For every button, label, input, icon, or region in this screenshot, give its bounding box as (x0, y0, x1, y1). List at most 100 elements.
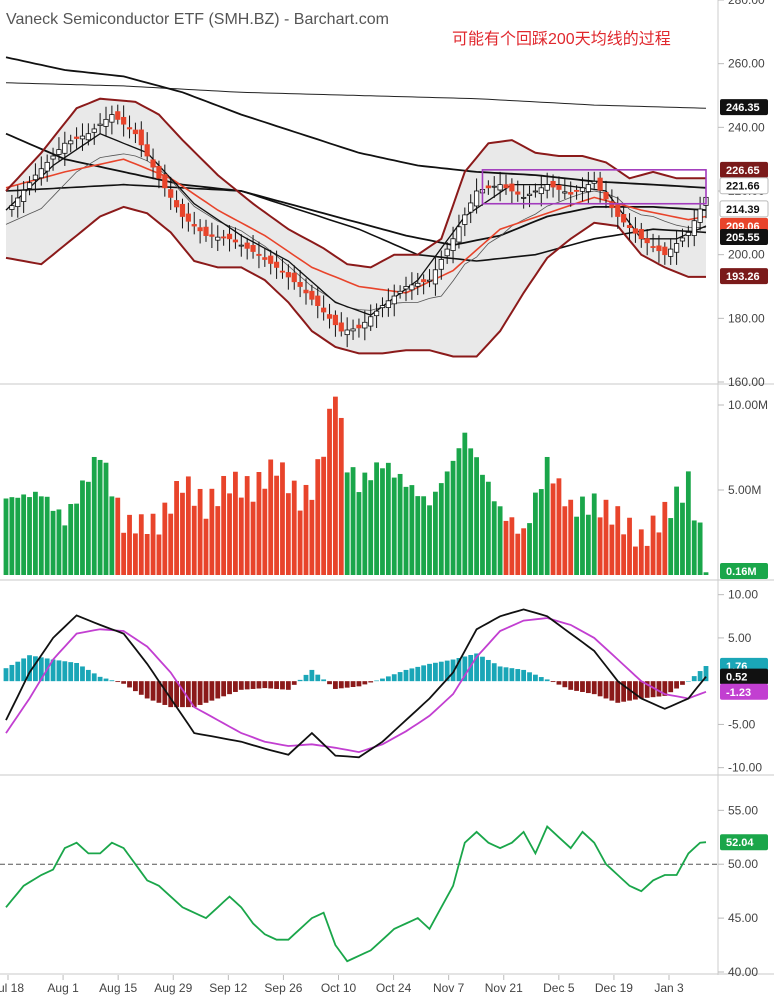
macd-histogram-bar (109, 680, 115, 682)
macd-histogram-bar (638, 681, 644, 699)
volume-bar (362, 472, 368, 575)
volume-bar (262, 488, 268, 575)
candle-body (244, 242, 250, 249)
macd-histogram-bar (521, 669, 527, 682)
volume-bar (227, 493, 232, 575)
volume-bar (591, 493, 597, 575)
bollinger-upper-line (5, 97, 706, 269)
macd-histogram-bar (191, 681, 197, 708)
volume-bar (221, 475, 227, 575)
volume-bar (562, 506, 568, 575)
x-tick-label: Aug 15 (99, 981, 137, 995)
candle-body (544, 184, 550, 191)
volume-bar (180, 492, 185, 575)
volume-bar (133, 533, 138, 575)
price-tag-6-bg (720, 268, 768, 285)
volume-bar (209, 488, 215, 575)
volume-bar (697, 522, 703, 575)
candle-body (403, 286, 409, 290)
macd-histogram-bar (74, 662, 79, 682)
macd-histogram-bar (456, 658, 462, 682)
candle-body (350, 328, 356, 332)
macd-histogram-bar (509, 668, 515, 682)
macd-histogram-bar (309, 669, 315, 682)
candle-body (256, 253, 262, 256)
candle-body (638, 229, 644, 240)
volume-bar (215, 506, 221, 575)
volume-bar (333, 396, 338, 575)
macd-histogram-bar (133, 681, 138, 692)
macd-histogram-bar (656, 681, 662, 697)
volume-bar (621, 534, 627, 575)
candle-body (450, 238, 456, 251)
macd-histogram-bar (691, 676, 697, 682)
macd-histogram-bar (580, 681, 585, 692)
candle-body (309, 290, 315, 300)
candle-body (521, 196, 527, 199)
candle-body (38, 168, 44, 179)
macd-histogram-bar (15, 661, 21, 682)
annotation-text: 可能有个回踩200天均线的过程 (452, 30, 671, 48)
volume-bar (691, 520, 697, 575)
volume-bar (97, 459, 103, 575)
macd-histogram-bar (180, 681, 185, 708)
macd-histogram-bar (562, 681, 568, 688)
macd-histogram-bar (674, 681, 679, 689)
retracement-box (481, 169, 707, 205)
price-tag-2: 221.66 (719, 177, 769, 195)
rsi-line (5, 824, 707, 963)
candle-body (68, 140, 74, 145)
volume-bar (3, 498, 9, 575)
macd-histogram-bar (409, 668, 415, 682)
value-tags: 246.35226.65221.66214.39209.06205.55193.… (719, 99, 769, 851)
candle-body (362, 321, 368, 329)
volume-bar (680, 502, 685, 575)
macd-histogram-bar (438, 661, 444, 682)
macd-histogram-bar (215, 681, 221, 699)
candle-body (303, 289, 309, 294)
volume-bar (415, 496, 421, 575)
candle-body (515, 191, 521, 195)
macd-histogram-bar (374, 680, 379, 682)
candle-body (297, 281, 303, 287)
macd-histogram-bar (203, 681, 209, 703)
volume-tick-label: 10.00M (728, 398, 768, 412)
macd-histogram-bar (621, 681, 627, 702)
macd-tag-1: 0.52 (720, 668, 768, 685)
volume-bar (509, 517, 515, 575)
macd-histogram-bar (62, 661, 68, 682)
price-tick-label: 240.00 (728, 120, 765, 134)
candle-body (150, 159, 156, 168)
chart-title: Vaneck Semiconductor ETF (SMH.BZ) - Barc… (6, 11, 389, 28)
price-tag-5-text: 205.55 (726, 232, 760, 244)
macd-histogram-bar (680, 681, 685, 685)
macd-histogram-bar (233, 681, 238, 692)
macd-histogram-bar (556, 681, 562, 685)
rsi-tick-label: 40.00 (728, 965, 758, 979)
volume-bar (538, 489, 544, 575)
candle-body (415, 282, 421, 287)
candle-body (209, 234, 215, 237)
volume-bar (650, 515, 656, 575)
macd-histogram-bar (121, 681, 127, 684)
volume-bar (103, 462, 109, 575)
candle-body (179, 203, 186, 217)
macd-histogram-bar (668, 681, 674, 693)
volume-bar (62, 525, 68, 575)
volume-bar (374, 462, 379, 575)
volume-bar (68, 504, 74, 575)
volume-bar (480, 474, 485, 575)
volume-bar (503, 520, 509, 575)
candle-body (356, 324, 362, 329)
volume-bar (474, 457, 479, 575)
price-tag-0: 246.35 (720, 99, 768, 116)
macd-histogram-bar (368, 681, 374, 683)
candle-body (121, 116, 127, 125)
volume-bar (191, 505, 197, 575)
price-tag-0-text: 246.35 (726, 102, 760, 114)
macd-histogram-bar (344, 681, 350, 688)
candle-body (79, 135, 86, 140)
candle-body (385, 300, 391, 308)
macd-histogram-bar (433, 662, 438, 682)
candle-body (85, 133, 91, 141)
